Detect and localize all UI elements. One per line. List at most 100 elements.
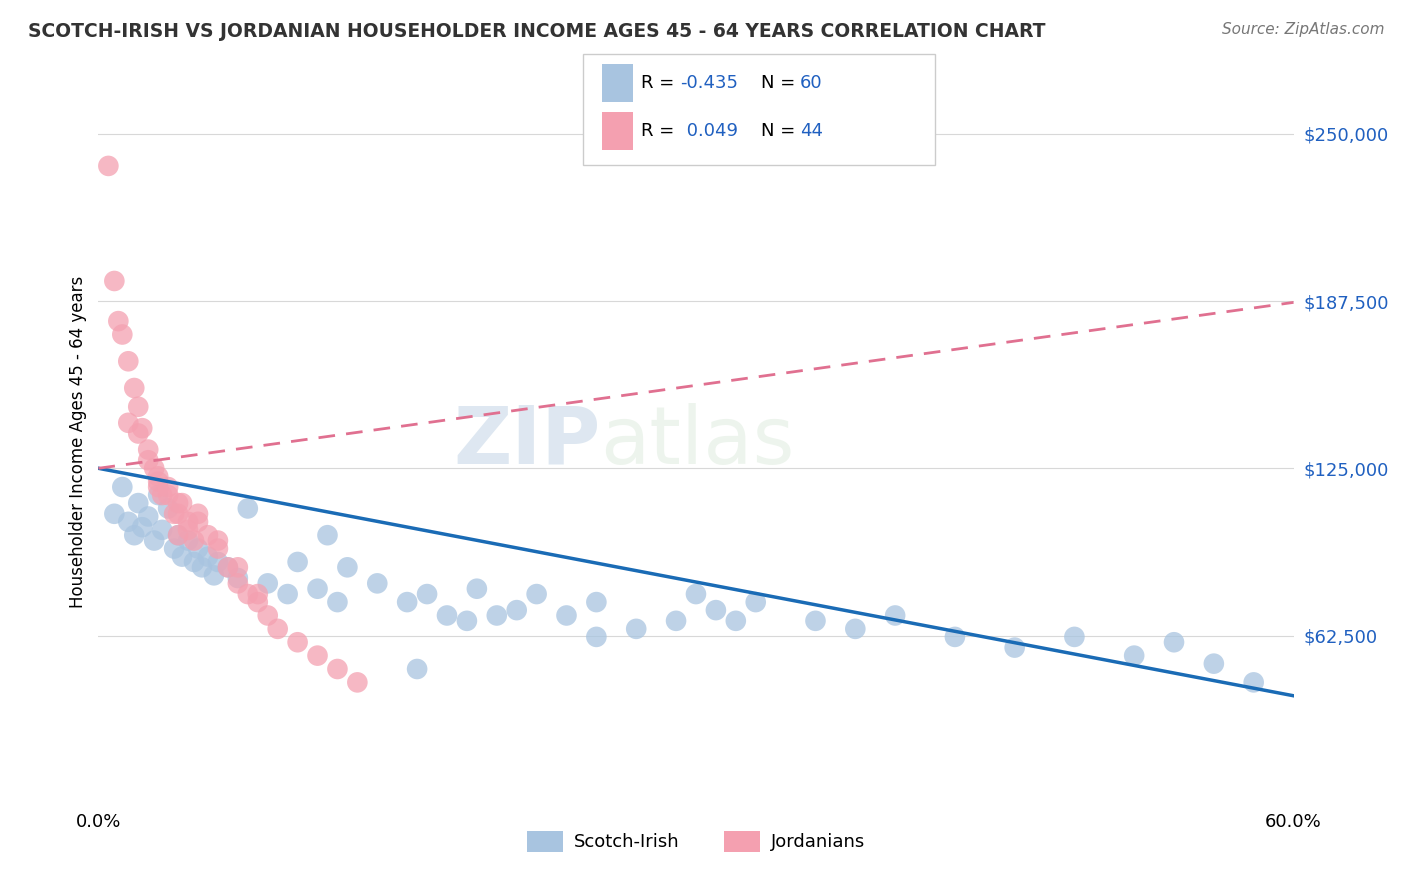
Point — [148, 488, 170, 502]
Point — [202, 568, 225, 582]
Point — [111, 327, 134, 342]
Point — [207, 541, 229, 556]
Point — [326, 595, 349, 609]
Point — [226, 576, 249, 591]
Point — [207, 555, 229, 569]
Point — [197, 528, 219, 542]
Point — [131, 421, 153, 435]
Point — [585, 595, 607, 609]
Point — [626, 622, 648, 636]
Point — [172, 549, 194, 564]
Point — [465, 582, 488, 596]
Point — [103, 274, 125, 288]
Point — [1202, 657, 1225, 671]
Point — [256, 576, 278, 591]
Point — [217, 560, 239, 574]
Point — [267, 622, 290, 636]
Text: atlas: atlas — [600, 402, 794, 481]
Point — [136, 442, 159, 457]
Point — [326, 662, 349, 676]
Point — [131, 520, 153, 534]
Point — [157, 501, 180, 516]
Y-axis label: Householder Income Ages 45 - 64 years: Householder Income Ages 45 - 64 years — [69, 276, 87, 607]
Point — [111, 480, 134, 494]
Point — [187, 515, 209, 529]
Point — [236, 587, 259, 601]
Point — [107, 314, 129, 328]
Text: R =: R = — [641, 122, 681, 140]
Point — [167, 528, 190, 542]
Point — [406, 662, 429, 676]
Point — [117, 354, 139, 368]
Point — [177, 533, 200, 548]
Text: 0.049: 0.049 — [681, 122, 738, 140]
Point — [143, 533, 166, 548]
Point — [287, 555, 309, 569]
Point — [117, 515, 139, 529]
Text: Source: ZipAtlas.com: Source: ZipAtlas.com — [1222, 22, 1385, 37]
Point — [163, 507, 186, 521]
Point — [183, 555, 205, 569]
Point — [136, 509, 159, 524]
Point — [124, 528, 146, 542]
Point — [167, 507, 190, 521]
Point — [277, 587, 299, 601]
Point — [1004, 640, 1026, 655]
Text: -0.435: -0.435 — [681, 74, 738, 92]
Point — [127, 426, 149, 441]
Point — [724, 614, 747, 628]
Point — [456, 614, 478, 628]
Point — [346, 675, 368, 690]
Point — [150, 523, 173, 537]
Text: N =: N = — [761, 122, 800, 140]
Point — [665, 614, 688, 628]
Point — [1243, 675, 1265, 690]
Point — [187, 541, 209, 556]
Point — [124, 381, 146, 395]
Point — [97, 159, 120, 173]
Point — [163, 541, 186, 556]
Point — [526, 587, 548, 601]
Legend: Scotch-Irish, Jordanians: Scotch-Irish, Jordanians — [519, 823, 873, 859]
Point — [157, 480, 180, 494]
Point — [191, 560, 214, 574]
Text: ZIP: ZIP — [453, 402, 600, 481]
Point — [416, 587, 439, 601]
Point — [585, 630, 607, 644]
Point — [1123, 648, 1146, 663]
Text: N =: N = — [761, 74, 800, 92]
Point — [943, 630, 966, 644]
Point — [804, 614, 827, 628]
Point — [506, 603, 529, 617]
Point — [1063, 630, 1085, 644]
Point — [167, 496, 190, 510]
Point — [485, 608, 508, 623]
Point — [183, 533, 205, 548]
Point — [307, 648, 329, 663]
Point — [127, 400, 149, 414]
Text: 60: 60 — [800, 74, 823, 92]
Point — [197, 549, 219, 564]
Point — [236, 501, 259, 516]
Point — [167, 528, 190, 542]
Point — [157, 488, 180, 502]
Point — [172, 496, 194, 510]
Point — [1163, 635, 1185, 649]
Point — [436, 608, 458, 623]
Text: 44: 44 — [800, 122, 823, 140]
Point — [117, 416, 139, 430]
Point — [177, 515, 200, 529]
Point — [148, 469, 170, 483]
Point — [745, 595, 768, 609]
Point — [148, 480, 170, 494]
Point — [217, 560, 239, 574]
Point — [366, 576, 388, 591]
Text: R =: R = — [641, 74, 681, 92]
Point — [187, 507, 209, 521]
Point — [246, 587, 269, 601]
Point — [143, 461, 166, 475]
Point — [704, 603, 727, 617]
Point — [148, 475, 170, 489]
Point — [844, 622, 866, 636]
Point — [103, 507, 125, 521]
